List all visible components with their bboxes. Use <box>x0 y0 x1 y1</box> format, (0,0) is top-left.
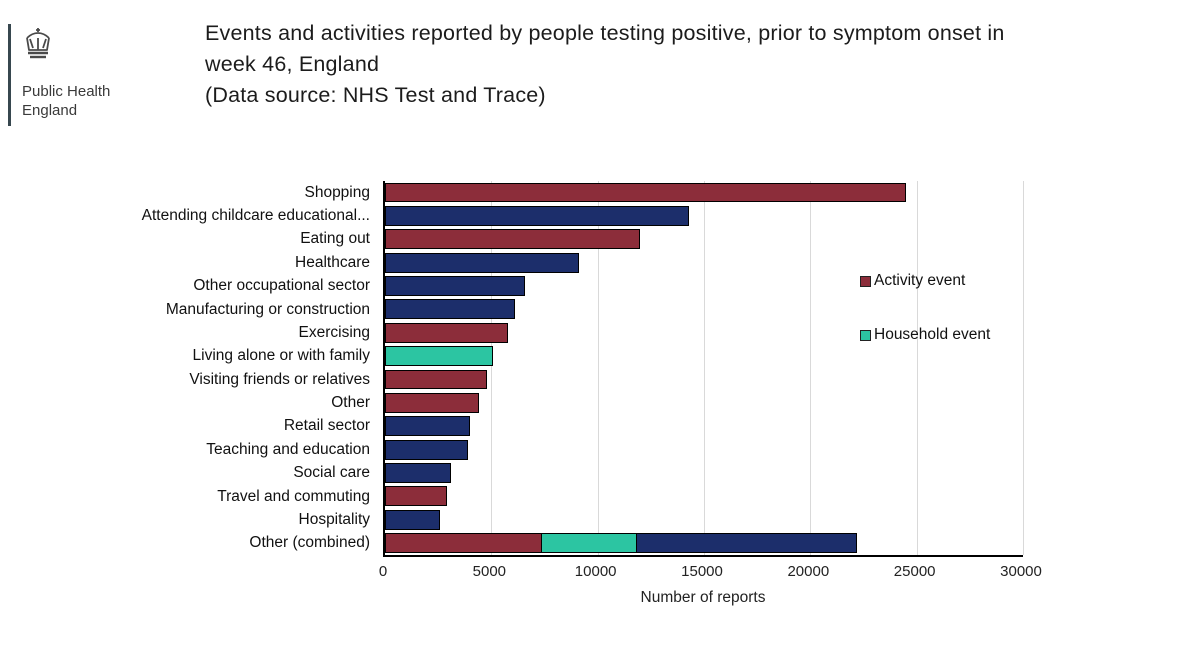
bar-segment <box>385 369 488 390</box>
category-label: Other (combined) <box>249 534 370 552</box>
chart-title-line2: week 46, England <box>205 52 380 76</box>
bar <box>385 439 468 460</box>
bar-segment <box>385 416 471 437</box>
chart-title-line3: (Data source: NHS Test and Trace) <box>205 83 546 107</box>
category-label: Manufacturing or construction <box>165 300 370 318</box>
x-tick-label: 5000 <box>472 563 507 580</box>
bar-segment <box>385 252 579 273</box>
x-axis-title: Number of reports <box>640 589 766 606</box>
bar-segment <box>385 509 441 530</box>
chart-title-line1: Events and activities reported by people… <box>205 21 1005 45</box>
gridline <box>810 181 812 555</box>
bar <box>385 509 441 530</box>
category-label: Travel and commuting <box>217 487 370 505</box>
bar-segment <box>385 182 907 203</box>
bar <box>385 369 488 390</box>
bar-segment <box>541 533 638 553</box>
x-tick-label: 0 <box>378 563 388 580</box>
chart-title: Events and activities reported by people… <box>205 18 1005 111</box>
bar <box>385 463 451 483</box>
category-label: Retail sector <box>283 417 370 435</box>
plot-area <box>383 181 1024 557</box>
category-label: Healthcare <box>295 253 370 271</box>
legend-label: Household event <box>874 326 991 343</box>
bar <box>385 252 579 273</box>
x-tick-label: 20000 <box>787 563 830 580</box>
bar-segment <box>385 439 468 460</box>
bar-segment <box>385 229 641 250</box>
bar <box>385 416 471 437</box>
category-label: Visiting friends or relatives <box>189 370 370 388</box>
bar-segment <box>385 276 526 296</box>
x-tick-label: 25000 <box>893 563 936 580</box>
bar-segment <box>385 205 690 226</box>
bar <box>385 322 509 343</box>
x-tick-label: 30000 <box>1000 563 1042 580</box>
x-tick-label: 15000 <box>681 563 723 580</box>
phe-logo-text-line1: Public Health <box>22 83 111 100</box>
phe-logo-bar <box>8 24 11 126</box>
bar-segment <box>385 533 543 553</box>
bar <box>385 205 690 226</box>
bar-segment <box>385 392 479 413</box>
bar-segment <box>385 322 509 343</box>
gridline <box>491 181 493 555</box>
category-label: Social care <box>293 464 370 482</box>
gridline <box>1023 181 1024 555</box>
bar <box>385 229 641 250</box>
x-tick-label: 10000 <box>574 563 617 580</box>
legend-item: Activity event <box>860 272 990 290</box>
category-label: Teaching and education <box>206 440 370 458</box>
bar <box>385 182 907 203</box>
bar-segment <box>385 346 494 366</box>
y-axis-labels: Shopping Attending childcare educational.… <box>0 181 377 557</box>
category-label: Living alone or with family <box>192 347 370 365</box>
category-label: Other <box>331 394 370 412</box>
bar-segment <box>385 463 451 483</box>
phe-crown-icon <box>26 28 50 59</box>
gridline <box>704 181 705 555</box>
category-label: Eating out <box>300 230 370 248</box>
category-label: Other occupational sector <box>193 277 370 295</box>
legend-swatch <box>860 275 871 287</box>
category-label: Shopping <box>304 183 370 201</box>
bar-segment <box>385 486 447 507</box>
category-label: Hospitality <box>298 510 371 528</box>
gridline <box>916 181 918 555</box>
x-axis-ticks: 0 5000 10000 15000 20000 25000 30000 <box>379 563 1042 583</box>
bar <box>385 299 515 320</box>
legend-label: Activity event <box>874 272 966 289</box>
bar <box>385 486 447 507</box>
category-label: Attending childcare educational... <box>141 207 370 225</box>
bar-segment <box>385 299 515 320</box>
bar <box>385 346 494 366</box>
gridline <box>597 181 599 555</box>
category-label: Exercising <box>298 323 371 341</box>
bar <box>385 276 526 296</box>
legend-swatch <box>860 329 871 341</box>
bar <box>385 533 858 553</box>
phe-logo-text: Public Health England <box>22 82 110 120</box>
bar <box>385 392 479 413</box>
bar-segment <box>636 533 858 553</box>
chart-legend: Activity event Household event <box>860 272 990 344</box>
legend-item: Household event <box>860 326 990 344</box>
phe-logo-text-line2: England <box>22 102 78 119</box>
bar-chart: Shopping Attending childcare educational.… <box>0 168 1191 638</box>
